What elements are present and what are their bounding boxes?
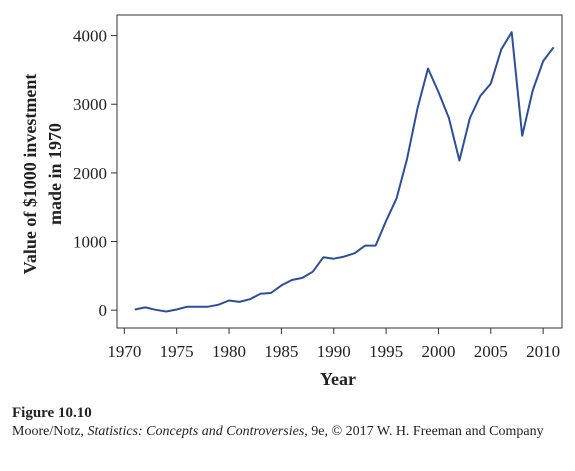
figure-caption: Figure 10.10 Moore/Notz, Statistics: Con… (12, 404, 564, 441)
x-tick-label: 1980 (212, 342, 246, 361)
x-tick-label: 1975 (160, 342, 194, 361)
y-tick-label: 2000 (73, 164, 107, 183)
y-axis-label-line-2: made in 1970 (45, 123, 65, 225)
x-axis-ticks: 1970 1975 1980 1985 1990 1995 2000 2005 2010 (107, 328, 560, 361)
x-tick-label: 1995 (369, 342, 403, 361)
x-tick-label: 1985 (264, 342, 298, 361)
figure-credit: Moore/Notz, Statistics: Concepts and Con… (12, 423, 564, 441)
y-tick-label: 4000 (73, 27, 107, 46)
x-tick-label: 2000 (421, 342, 455, 361)
book-title: Statistics: Concepts and Controversies (87, 424, 305, 439)
y-tick-label: 1000 (73, 233, 107, 252)
x-axis-label: Year (320, 369, 356, 389)
x-tick-label: 1990 (317, 342, 351, 361)
x-tick-label: 2010 (526, 342, 560, 361)
x-tick-label: 1970 (107, 342, 141, 361)
credit-prefix: Moore/Notz, (12, 424, 88, 439)
y-axis-ticks: 0 1000 2000 3000 4000 (73, 27, 117, 320)
series-line (134, 31, 555, 313)
y-tick-label: 3000 (73, 95, 107, 114)
plot-frame (116, 14, 563, 329)
y-axis-label-line-1: Value of $1000 investment (20, 74, 40, 275)
x-tick-label: 2005 (474, 342, 508, 361)
figure-number: Figure 10.10 (12, 405, 92, 421)
credit-suffix: , 9e, © 2017 W. H. Freeman and Company (304, 424, 544, 439)
y-tick-label: 0 (99, 301, 108, 320)
